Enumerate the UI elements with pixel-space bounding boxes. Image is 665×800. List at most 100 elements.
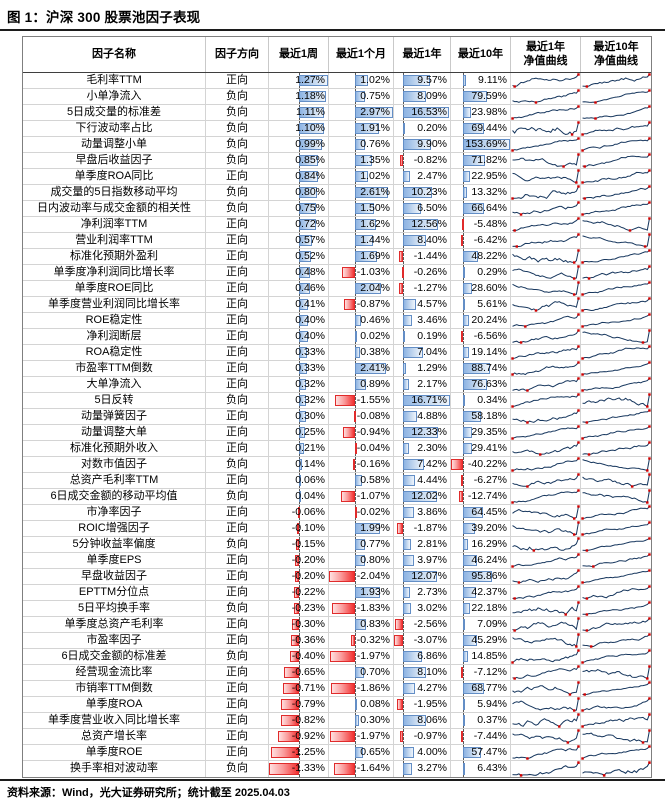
return-1m-cell: -0.32% [329, 633, 394, 648]
return-1y-cell: -1.95% [394, 697, 451, 712]
return-1y-cell: 4.27% [394, 681, 451, 696]
data-bar [329, 731, 356, 742]
data-bar [278, 731, 300, 742]
sparkline-marker [648, 425, 651, 428]
direction-cell: 负向 [206, 121, 269, 136]
sparkline-10y-chart [582, 153, 651, 168]
bar-axis [355, 265, 357, 280]
sparkline-path [582, 634, 650, 647]
sparkline-marker [646, 469, 649, 472]
sparkline-path [582, 714, 650, 727]
table-row: ROE稳定性 正向 0.40% 0.46% 3.46% 20.24% [23, 313, 651, 329]
sparkline-marker [581, 213, 584, 216]
table-row: 单季度ROA 正向 -0.79% 0.08% -1.95% 5.94% [23, 697, 651, 713]
sparkline-marker [570, 133, 574, 136]
header-factor-direction: 因子方向 [206, 37, 269, 72]
factor-name-cell: 总资产毛利率TTM [23, 473, 206, 488]
return-1w-cell: 0.25% [269, 425, 329, 440]
sparkline-marker [572, 533, 576, 536]
return-1m-cell: 0.89% [329, 377, 394, 392]
return-1y-cell: 7.04% [394, 345, 451, 360]
source-note: 资料来源：Wind，光大证券研究所；统计截至 2025.04.03 [7, 787, 290, 799]
direction-cell: 负向 [206, 537, 269, 552]
data-bar [299, 203, 317, 214]
sparkline-10y-cell [581, 361, 651, 376]
value-text: -1.86% [356, 682, 390, 694]
data-bar [397, 523, 403, 534]
return-1m-cell: 0.30% [329, 713, 394, 728]
data-bar [291, 635, 300, 646]
sparkline-path [512, 650, 579, 663]
direction-cell: 负向 [206, 89, 269, 104]
value-text: 0.99% [295, 138, 325, 150]
return-1m-cell: -1.86% [329, 681, 394, 696]
direction-cell: 正向 [206, 425, 269, 440]
sparkline-path [512, 602, 579, 616]
value-text: -1.44% [413, 250, 447, 262]
data-bar [399, 283, 403, 294]
data-bar [463, 251, 478, 262]
value-text: 2.17% [417, 378, 447, 390]
return-1y-cell: 2.30% [394, 441, 451, 456]
data-bar [284, 667, 300, 678]
return-10y-cell: -5.48% [451, 217, 511, 232]
data-bar [461, 475, 464, 486]
factor-name-cell: ROE稳定性 [23, 313, 206, 328]
sparkline-marker [577, 409, 580, 412]
sparkline-marker [572, 293, 576, 296]
value-text: 39.20% [471, 522, 507, 534]
sparkline-marker [648, 201, 651, 204]
sparkline-path [582, 522, 650, 535]
sparkline-10y-chart [582, 89, 651, 104]
return-10y-cell: 79.59% [451, 89, 511, 104]
sparkline-marker [577, 105, 580, 108]
sparkline-1y-chart [512, 297, 580, 312]
sparkline-10y-chart [582, 73, 651, 88]
sparkline-10y-cell [581, 489, 651, 504]
sparkline-path [582, 698, 650, 711]
sparkline-marker [577, 441, 580, 444]
return-10y-cell: -7.44% [451, 729, 511, 744]
return-1y-cell: 0.20% [394, 121, 451, 136]
value-text: 3.97% [417, 554, 447, 566]
sparkline-marker [646, 677, 649, 680]
return-1w-cell: -0.82% [269, 713, 329, 728]
sparkline-path [582, 602, 650, 616]
return-1y-cell: 8.40% [394, 233, 451, 248]
data-bar [402, 539, 411, 550]
sparkline-marker [648, 105, 651, 108]
sparkline-1y-chart [512, 281, 580, 296]
value-text: 0.46% [295, 282, 325, 294]
sparkline-1y-chart [512, 329, 580, 344]
sparkline-1y-chart [511, 361, 580, 376]
value-text: -1.97% [356, 730, 390, 742]
data-bar [355, 187, 389, 198]
factor-name-cell: EPTTM分位点 [23, 585, 206, 600]
return-1m-cell: 2.97% [329, 105, 394, 120]
return-1m-cell: 0.08% [329, 697, 394, 712]
value-text: 45.29% [471, 634, 507, 646]
sparkline-10y-cell [581, 553, 651, 568]
bar-axis [463, 457, 465, 472]
sparkline-path [582, 410, 650, 424]
return-1m-cell: 0.76% [329, 137, 394, 152]
return-10y-cell: 7.09% [451, 617, 511, 632]
sparkline-1y-cell [511, 73, 581, 88]
sparkline-marker [511, 197, 514, 200]
value-text: 4.00% [417, 746, 447, 758]
return-10y-cell: 19.14% [451, 345, 511, 360]
sparkline-10y-chart [581, 297, 651, 312]
direction-cell: 负向 [206, 457, 269, 472]
value-text: 0.40% [295, 314, 325, 326]
sparkline-marker [581, 757, 584, 760]
sparkline-path [512, 74, 579, 88]
sparkline-1y-chart [512, 153, 580, 168]
sparkline-10y-chart [582, 233, 651, 248]
sparkline-marker [581, 181, 584, 184]
sparkline-1y-cell [511, 697, 581, 712]
table-row: 6日成交金额的标准差 负向 -0.40% -1.97% 6.86% 14.85% [23, 649, 651, 665]
direction-cell: 负向 [206, 761, 269, 777]
sparkline-10y-chart [582, 329, 651, 344]
return-1y-cell: 2.17% [394, 377, 451, 392]
data-bar [463, 155, 486, 166]
